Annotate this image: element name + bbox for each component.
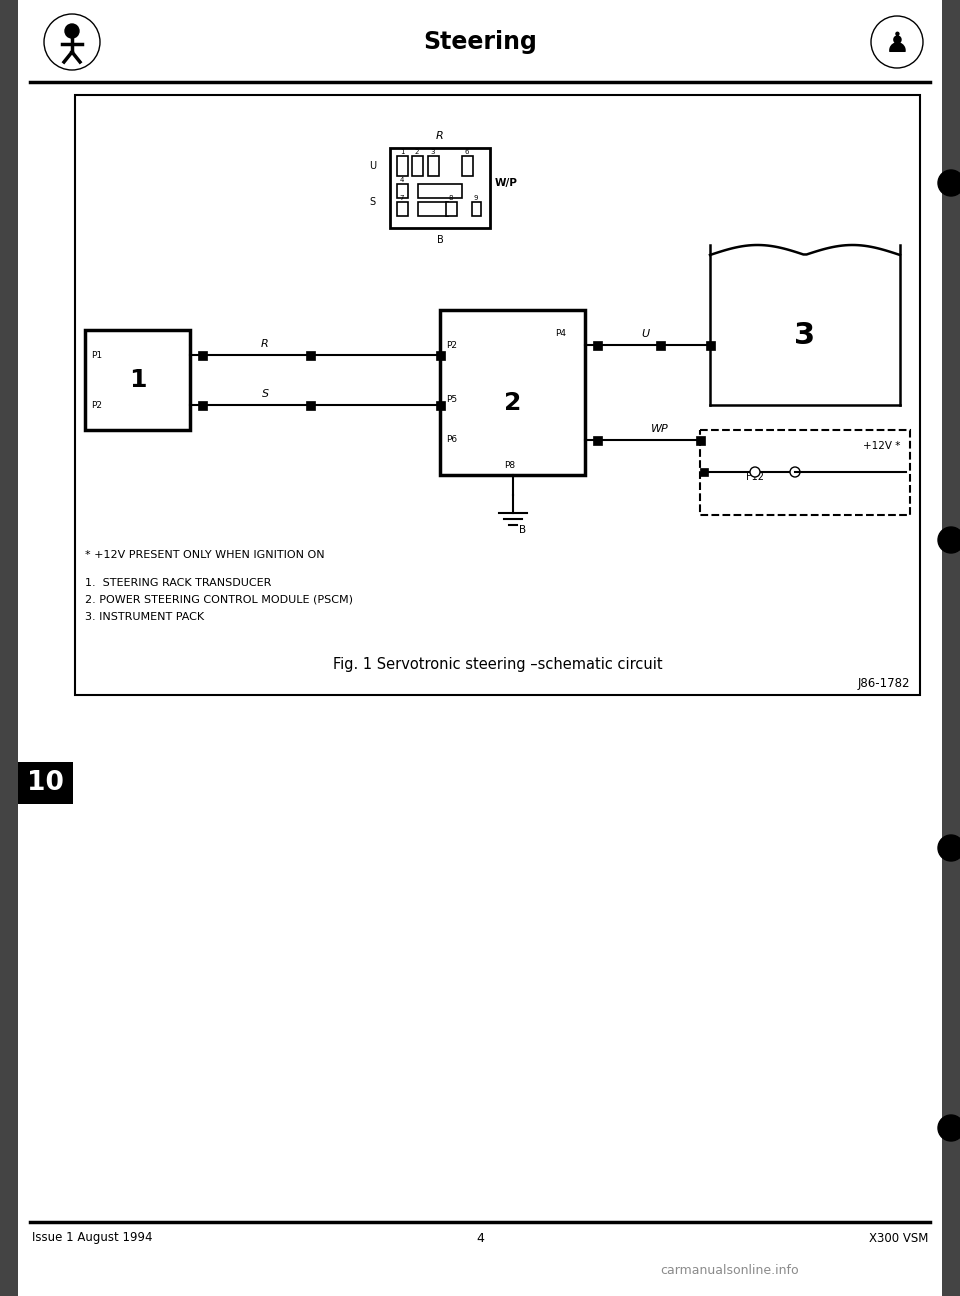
Text: +12V *: +12V * (863, 441, 900, 451)
Text: 2: 2 (504, 390, 521, 415)
Text: 2: 2 (415, 149, 420, 156)
Bar (418, 202, 448, 216)
Bar (418, 184, 462, 198)
Text: Fig. 1 Servotronic steering –schematic circuit: Fig. 1 Servotronic steering –schematic c… (333, 657, 662, 673)
Bar (397, 156, 408, 176)
Text: 8: 8 (448, 194, 453, 201)
Text: 2. POWER STEERING CONTROL MODULE (PSCM): 2. POWER STEERING CONTROL MODULE (PSCM) (85, 595, 353, 605)
Text: Issue 1 August 1994: Issue 1 August 1994 (32, 1231, 153, 1244)
Bar (198, 400, 207, 410)
Text: P8: P8 (505, 460, 516, 469)
Text: F12: F12 (746, 473, 764, 482)
Circle shape (871, 16, 923, 67)
Text: P2: P2 (91, 400, 102, 410)
Circle shape (938, 170, 960, 196)
Text: 9: 9 (473, 194, 478, 201)
Text: ♟: ♟ (884, 30, 909, 58)
Bar (440, 310, 585, 476)
Bar (700, 430, 910, 515)
Text: R: R (436, 131, 444, 141)
Circle shape (938, 527, 960, 553)
Bar (696, 435, 705, 445)
Bar (700, 468, 708, 476)
Text: B: B (437, 235, 444, 245)
Bar (75, 95, 920, 695)
Bar (390, 148, 490, 228)
Bar (472, 202, 481, 216)
Text: P5: P5 (446, 395, 457, 404)
Bar (85, 330, 190, 430)
Text: U: U (369, 161, 376, 171)
Text: B: B (518, 525, 526, 535)
Bar (436, 400, 445, 410)
Bar (412, 156, 423, 176)
Text: 1.  STEERING RACK TRANSDUCER: 1. STEERING RACK TRANSDUCER (85, 578, 272, 588)
Bar (198, 351, 207, 360)
Text: 10: 10 (27, 770, 64, 796)
Bar (436, 351, 445, 360)
Text: * +12V PRESENT ONLY WHEN IGNITION ON: * +12V PRESENT ONLY WHEN IGNITION ON (85, 550, 324, 560)
Text: U: U (641, 329, 649, 340)
Text: carmanualsonline.info: carmanualsonline.info (660, 1264, 800, 1277)
Bar (397, 202, 408, 216)
Text: Steering: Steering (423, 30, 537, 54)
Text: X300 VSM: X300 VSM (869, 1231, 928, 1244)
Text: 1: 1 (129, 368, 146, 391)
Bar (446, 202, 457, 216)
Text: W/P: W/P (495, 178, 517, 188)
Bar (18, 762, 73, 804)
Text: 6: 6 (465, 149, 469, 156)
Text: 3: 3 (795, 320, 816, 350)
Bar (306, 400, 315, 410)
Bar (593, 435, 602, 445)
Text: 4: 4 (399, 178, 404, 183)
Bar (0, 0, 18, 1296)
Bar (397, 184, 408, 198)
Bar (306, 351, 315, 360)
Text: P1: P1 (91, 350, 102, 359)
Bar (462, 156, 473, 176)
Text: S: S (370, 197, 376, 207)
Text: P4: P4 (555, 328, 566, 337)
Bar (706, 341, 715, 350)
Text: R: R (261, 340, 269, 349)
Text: WP: WP (651, 424, 669, 434)
Bar (593, 341, 602, 350)
Circle shape (938, 835, 960, 861)
Text: 3. INSTRUMENT PACK: 3. INSTRUMENT PACK (85, 612, 204, 622)
Circle shape (750, 467, 760, 477)
Circle shape (790, 467, 800, 477)
Text: 3: 3 (431, 149, 435, 156)
Text: 4: 4 (476, 1231, 484, 1244)
Text: P6: P6 (446, 435, 457, 445)
Text: 1: 1 (399, 149, 404, 156)
Circle shape (44, 14, 100, 70)
Text: 7: 7 (399, 194, 404, 201)
Text: P2: P2 (446, 341, 457, 350)
Bar (656, 341, 665, 350)
Circle shape (938, 1115, 960, 1140)
Bar (428, 156, 439, 176)
Circle shape (65, 25, 79, 38)
Bar (942, 0, 960, 1296)
Text: J86-1782: J86-1782 (857, 677, 910, 689)
Text: S: S (261, 389, 269, 399)
